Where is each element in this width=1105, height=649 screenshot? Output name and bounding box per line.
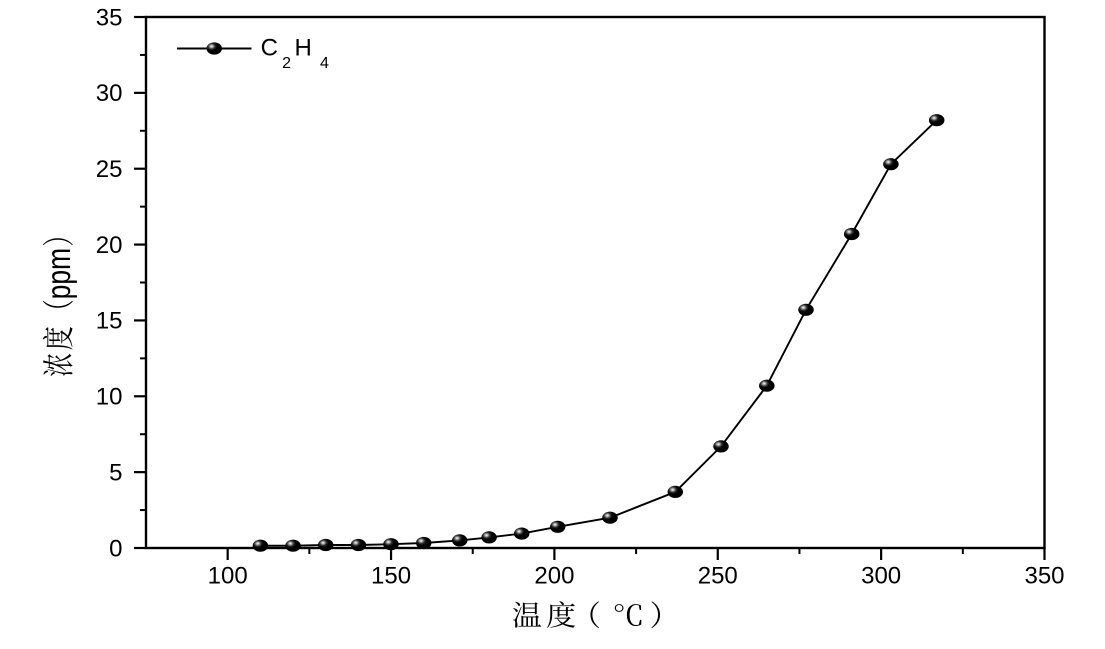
data-point-marker xyxy=(602,511,618,524)
legend-label-subscript: 2 xyxy=(282,55,291,72)
axis-title-glyph xyxy=(52,249,70,269)
series-markers xyxy=(252,114,945,552)
y-axis-tick-label: 35 xyxy=(96,4,123,31)
y-axis-tick-label: 0 xyxy=(109,535,122,562)
y-axis-tick-label: 30 xyxy=(96,80,123,107)
y-axis-tick-label: 20 xyxy=(96,232,123,259)
data-point-marker xyxy=(798,303,814,316)
legend-label-subscript: 4 xyxy=(320,55,329,72)
data-point-marker xyxy=(317,538,334,552)
axis-title-glyph xyxy=(42,326,73,350)
legend-label-symbol: H xyxy=(295,34,312,61)
axis-title-glyph xyxy=(651,601,661,629)
data-point-marker xyxy=(928,114,945,127)
axis-title-glyph xyxy=(614,604,642,626)
legend-label-symbol: C xyxy=(261,34,278,61)
data-point-marker xyxy=(759,379,775,392)
data-point-marker xyxy=(667,485,684,498)
y-axis-tick-label: 10 xyxy=(96,384,123,411)
data-point-marker xyxy=(513,527,530,540)
data-point-marker xyxy=(285,539,301,552)
x-axis-tick-label: 250 xyxy=(698,563,738,590)
axis-title-glyph xyxy=(42,353,73,377)
axis-title-glyph xyxy=(42,300,73,308)
y-axis-tick-label: 25 xyxy=(96,156,123,183)
axis-title-glyph xyxy=(42,238,73,246)
data-point-marker xyxy=(713,440,729,453)
data-point-marker xyxy=(415,536,432,550)
data-point-marker xyxy=(843,227,860,241)
legend-marker xyxy=(206,42,222,55)
x-axis-title xyxy=(513,601,661,629)
data-point-marker xyxy=(383,538,399,551)
data-point-marker xyxy=(252,539,269,552)
legend-label: C2H4 xyxy=(261,34,329,72)
axis-title-glyph xyxy=(590,601,600,629)
axis-title-glyph xyxy=(513,601,542,628)
data-point-marker xyxy=(350,538,367,552)
axis-title-glyph xyxy=(52,271,77,283)
legend: C2H4 xyxy=(177,34,329,72)
data-point-marker xyxy=(481,531,497,544)
axis-title-glyph xyxy=(547,601,576,628)
y-axis-tick-label: 15 xyxy=(96,308,123,335)
x-axis-tick-label: 100 xyxy=(208,563,248,590)
x-axis-tick-label: 350 xyxy=(1024,563,1064,590)
x-axis-tick-label: 300 xyxy=(861,563,901,590)
y-axis-title xyxy=(42,238,77,377)
x-axis-tick-label: 150 xyxy=(371,563,411,590)
data-point-marker xyxy=(451,534,468,547)
y-axis-tick-label: 5 xyxy=(109,459,122,486)
x-axis-tick-label: 200 xyxy=(534,563,574,590)
axes-ticks: 100 150 200 250 300 350 0 5 10 15 20 25 30 35 xyxy=(96,4,1065,589)
axis-title-glyph xyxy=(52,285,77,298)
data-point-marker xyxy=(883,158,899,171)
data-point-marker xyxy=(549,520,566,533)
